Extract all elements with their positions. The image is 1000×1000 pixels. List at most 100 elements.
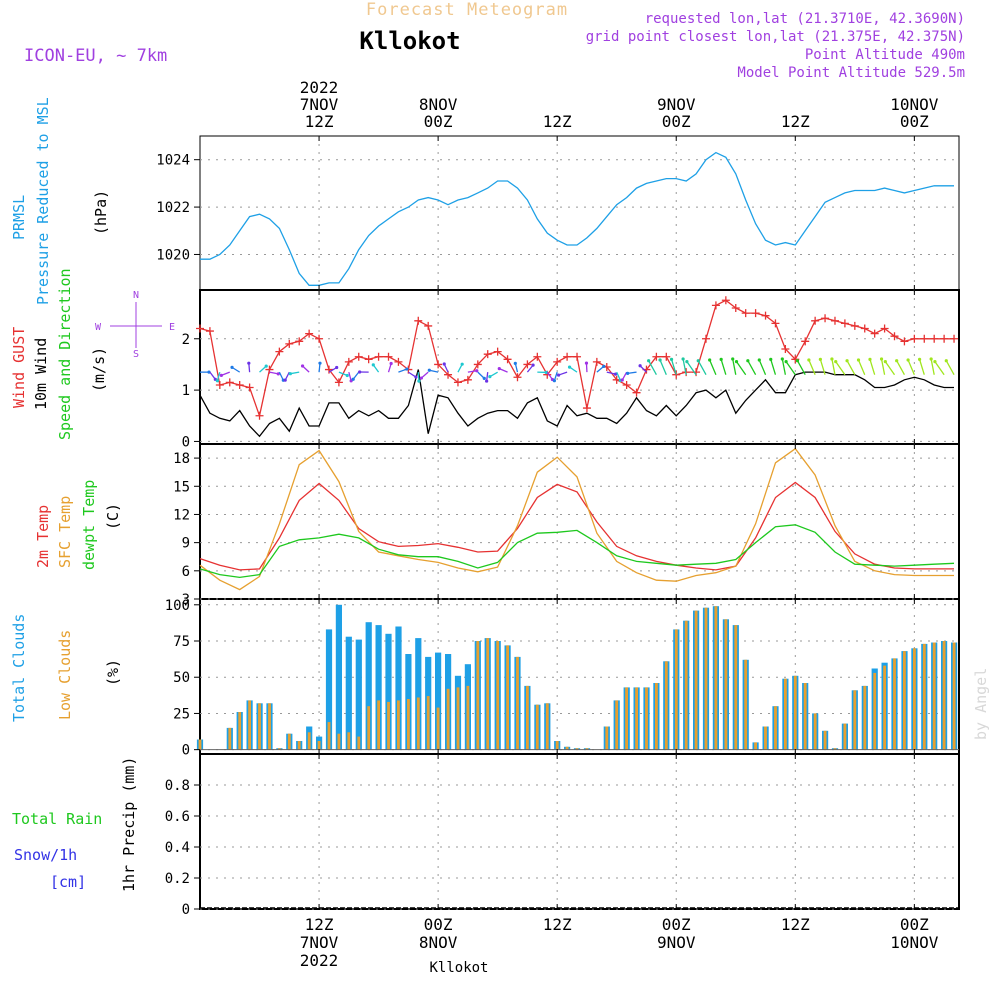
low-cloud-bar xyxy=(337,733,341,750)
low-cloud-bar xyxy=(327,722,331,750)
gust-marker xyxy=(523,360,532,369)
y-tick-label: 0.6 xyxy=(165,809,190,825)
wind-speed-dir-label: Speed and Direction xyxy=(56,268,74,440)
wind-arrow-head xyxy=(417,379,421,383)
low-cloud-bar xyxy=(407,699,410,750)
wind-arrow xyxy=(880,358,886,375)
gust-marker xyxy=(513,373,522,382)
wind-arrow-head xyxy=(602,364,606,368)
wind-arrow-head xyxy=(288,372,292,376)
wind-arrow-head xyxy=(933,359,937,364)
series-line xyxy=(199,447,954,591)
low-cloud-bar xyxy=(704,607,708,750)
wind-arrow xyxy=(918,359,925,375)
gust-marker xyxy=(196,324,204,333)
top-hour-label: 00Z xyxy=(424,112,453,131)
wind-arrow xyxy=(884,361,896,376)
wind-arrow xyxy=(945,360,955,376)
total-cloud-bar xyxy=(335,604,342,750)
top-date-label: 8NOV xyxy=(419,95,458,114)
wind-arrow-head xyxy=(917,357,922,361)
compass-north: N xyxy=(133,290,139,301)
low-cloud-bar xyxy=(248,700,251,750)
gust-marker xyxy=(890,332,899,341)
wind-arrow-head xyxy=(638,364,642,368)
low-cloud-bar xyxy=(526,685,529,750)
low-cloud-bar xyxy=(198,739,202,750)
y-tick-label: 1022 xyxy=(156,200,190,216)
wind-arrow-head xyxy=(482,376,486,380)
gust-marker xyxy=(424,321,433,330)
wind-arrow-head xyxy=(696,359,700,363)
y-tick-label: 0 xyxy=(182,743,190,759)
gust-marker xyxy=(920,334,929,343)
sfc-temp-label: SFC Temp xyxy=(56,496,74,568)
series-line xyxy=(199,481,954,571)
gust-marker xyxy=(850,321,859,330)
compass-east: E xyxy=(169,322,175,333)
low-cloud-bar xyxy=(724,619,728,750)
bottom-date-label: 8NOV xyxy=(419,933,458,952)
wind-arrow-head xyxy=(757,358,761,362)
wind-arrow-head xyxy=(746,359,750,363)
top-hour-label: 00Z xyxy=(900,112,929,131)
wind-arrow-head xyxy=(497,367,501,371)
gust-marker xyxy=(652,352,661,361)
gust-marker xyxy=(205,327,214,336)
gust-marker xyxy=(940,334,949,343)
low-cloud-bar xyxy=(833,748,837,750)
bottom-hour-label: 12Z xyxy=(543,915,572,934)
wind-arrow xyxy=(907,359,915,375)
y-tick-label: 0.4 xyxy=(165,840,190,856)
wind-arrow xyxy=(709,359,717,375)
low-cloud-bar xyxy=(377,700,380,750)
wind-arrow-head xyxy=(620,378,624,382)
top-date-label: 7NOV xyxy=(300,95,339,114)
point-altitude: Point Altitude 490m xyxy=(805,47,965,63)
wind-arrow-head xyxy=(219,373,223,377)
low-cloud-bar xyxy=(575,748,579,750)
data-layer xyxy=(196,151,959,909)
wind-arrow-head xyxy=(414,375,418,379)
wind-arrow xyxy=(747,360,757,376)
wind-arrow-head xyxy=(442,362,446,366)
model-point-altitude: Model Point Altitude 529.5m xyxy=(737,65,965,81)
gust-marker xyxy=(483,350,492,359)
y-tick-label: 0 xyxy=(182,902,190,918)
wind-arrow-head xyxy=(460,362,464,366)
y-tick-label: 1024 xyxy=(156,153,190,169)
wind-arrow-head xyxy=(556,373,561,377)
temperature-panel xyxy=(199,443,960,600)
wind-arrow-head xyxy=(531,363,535,367)
gust-marker xyxy=(235,380,244,389)
low-cloud-bar xyxy=(555,741,559,750)
top-date-label: 9NOV xyxy=(657,95,696,114)
bottom-hour-label: 00Z xyxy=(900,915,929,934)
low-cloud-bar xyxy=(317,741,321,750)
wind-arrow-head xyxy=(513,361,517,366)
gust-marker xyxy=(503,355,512,364)
wind-arrow-head xyxy=(807,358,811,362)
wind-arrow xyxy=(686,361,697,376)
low-cloud-bar xyxy=(625,687,628,750)
chart-title: Forecast Meteogram xyxy=(366,0,568,20)
low-cloud-bar xyxy=(694,610,698,750)
wind-arrow-head xyxy=(358,370,362,374)
series-line xyxy=(200,151,954,286)
low-cloud-bar xyxy=(287,733,291,750)
wind-arrow-head xyxy=(795,359,800,363)
wind-arrow-head xyxy=(830,357,834,361)
wind-arrow-head xyxy=(318,361,322,365)
wind-arrow-head xyxy=(731,357,735,361)
gust-marker xyxy=(305,329,314,338)
wind-arrow xyxy=(770,359,777,375)
wind-arrow-head xyxy=(658,358,662,362)
low-cloud-bar xyxy=(615,700,619,750)
low-cloud-bar xyxy=(655,683,658,750)
y-tick-label: 6 xyxy=(182,564,190,580)
y-tick-label: 2 xyxy=(182,332,190,348)
cloud-unit: (%) xyxy=(104,659,122,686)
temperature-labels: 2m Temp SFC Temp dewpt Temp (C) xyxy=(34,480,122,570)
wind-arrow-head xyxy=(868,357,872,361)
